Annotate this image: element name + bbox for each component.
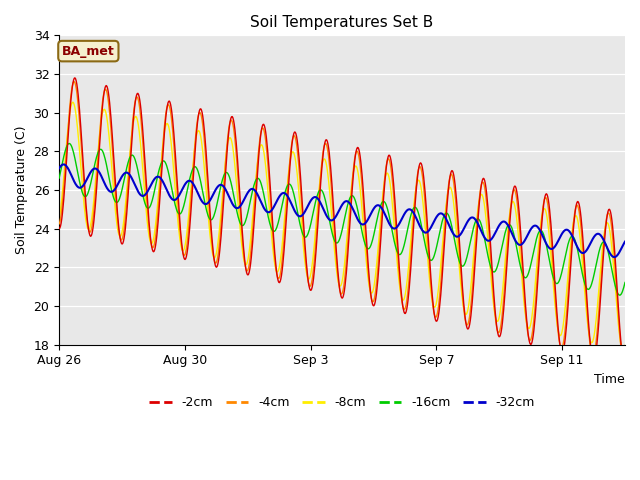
Y-axis label: Soil Temperature (C): Soil Temperature (C): [15, 126, 28, 254]
Title: Soil Temperatures Set B: Soil Temperatures Set B: [250, 15, 434, 30]
Text: BA_met: BA_met: [62, 45, 115, 58]
X-axis label: Time: Time: [595, 373, 625, 386]
Legend: -2cm, -4cm, -8cm, -16cm, -32cm: -2cm, -4cm, -8cm, -16cm, -32cm: [144, 391, 540, 414]
